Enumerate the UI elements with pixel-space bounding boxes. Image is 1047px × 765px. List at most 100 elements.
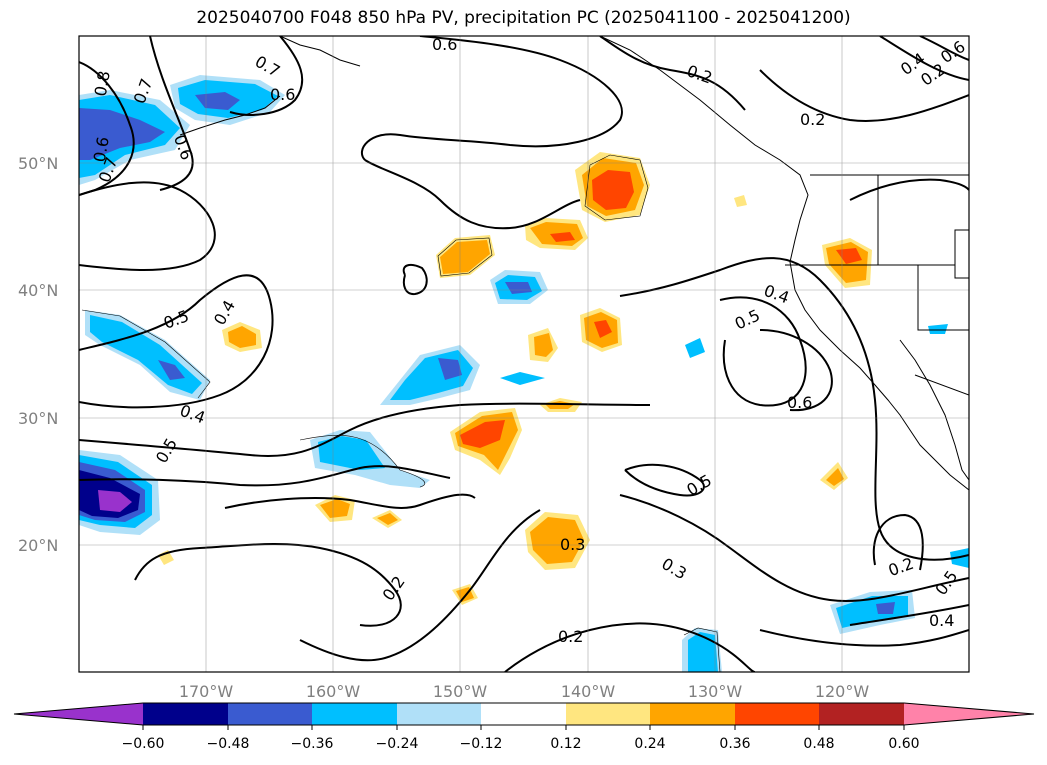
map-content: 0.6 0.7 0.6 0.8 0.7 0.6 0.6 0.7 0.2 0.2 … [79, 36, 969, 672]
contour-line-10 [504, 622, 756, 672]
precip-outline-1 [584, 154, 649, 221]
precip-fill-red-p3 [550, 232, 575, 242]
pv-contours [79, 36, 969, 672]
contour-line-4 [79, 274, 274, 409]
contour-line-15 [872, 513, 924, 571]
contour-line-20 [599, 36, 746, 111]
precip-fill-blue-c4 [500, 372, 545, 385]
precip-fill-orange-p7 [530, 517, 584, 564]
colorbar-tick-label: 0.12 [550, 736, 581, 752]
map-frame [78, 35, 970, 673]
border-us-mexico [914, 374, 969, 396]
lat-labels: 50°N 40°N 30°N 20°N [18, 154, 58, 555]
lon-label: 150°W [433, 682, 488, 701]
contour-label: 0.2 [800, 110, 825, 129]
contour-line-12 [719, 296, 807, 407]
border-state-4 [954, 229, 969, 279]
precip-fill-red-p6 [460, 420, 505, 448]
contour-line-7 [224, 493, 476, 509]
colorbar-tick-label: 0.36 [719, 736, 750, 752]
contour-line-18 [849, 178, 969, 201]
colorbar-segment [735, 703, 819, 725]
contour-label: 0.6 [787, 393, 812, 412]
precip-fill-orange-p2 [440, 240, 490, 274]
contour-label: 0.3 [560, 535, 585, 554]
contour-line-6 [79, 465, 451, 487]
contour-line-14 [619, 257, 969, 561]
colorbar-segment [228, 703, 312, 725]
contour-line-24 [149, 36, 194, 191]
colorbar-tick-label: 0.60 [888, 736, 919, 752]
colorbar-tick-label: −0.48 [207, 736, 250, 752]
precip-fill-mid-nw [79, 108, 165, 160]
contour-line-27 [624, 463, 705, 497]
contour-label: 0.2 [558, 627, 583, 646]
lon-label: 160°W [306, 682, 361, 701]
contour-label: 0.6 [90, 135, 113, 163]
colorbar-tick-labels: −0.60 −0.48 −0.36 −0.24 −0.12 0.12 0.24 … [122, 736, 920, 752]
colorbar-segment [566, 703, 650, 725]
precip-fill-blue-c5 [685, 338, 705, 358]
coastline-ak-islands [179, 95, 281, 136]
lon-labels: 170°W 160°W 150°W 140°W 130°W 120°W [179, 682, 870, 701]
colorbar-tick-label: −0.12 [460, 736, 503, 752]
lat-label: 30°N [18, 409, 58, 428]
precip-fill-blue-c2-inner [318, 436, 385, 470]
precip-fill-purple-w2 [98, 490, 132, 512]
colorbar-segment [397, 703, 481, 725]
colorbar-segment [143, 703, 228, 725]
colorbar-segment [312, 703, 397, 725]
precip-fill-mid-c3 [505, 282, 532, 294]
lon-label: 130°W [688, 682, 743, 701]
colorbar-tick-label: 0.48 [803, 736, 834, 752]
precip-fill-red-p13 [836, 248, 862, 264]
precip-fill-mid-c1 [438, 358, 462, 380]
lat-label: 20°N [18, 536, 58, 555]
contour-line-1 [360, 36, 623, 161]
contour-line-3 [79, 181, 216, 271]
precip-outline-2 [437, 237, 493, 277]
coastline-ak-main [279, 36, 361, 67]
colorbar: −0.60 −0.48 −0.36 −0.24 −0.12 0.12 0.24 … [13, 702, 1035, 752]
map-background [79, 36, 969, 672]
precip-fill-red-p1 [592, 170, 634, 210]
colorbar-segment [904, 703, 1034, 725]
contour-line-25 [229, 36, 304, 116]
coastline-baja [899, 339, 969, 481]
colorbar-tick-marks [142, 725, 905, 730]
gridlines [79, 36, 969, 672]
colorbar-segment [819, 703, 904, 725]
contour-line-19 [759, 69, 969, 122]
colorbar-tick-label: −0.60 [122, 736, 165, 752]
contour-line-5 [79, 402, 651, 457]
precip-fill-orange-p14 [826, 468, 844, 486]
lat-label: 50°N [18, 154, 58, 173]
lon-label: 170°W [179, 682, 234, 701]
colorbar-tick-label: −0.36 [291, 736, 334, 752]
contour-line-9 [299, 509, 541, 662]
colorbar-tick-label: 0.24 [634, 736, 665, 752]
precip-fill-orange-p9 [228, 326, 256, 348]
colorbar-tick-label: −0.24 [376, 736, 419, 752]
colorbar-segment [14, 703, 143, 725]
precip-outline-4 [299, 435, 425, 488]
contour-line-13 [759, 329, 833, 412]
contour-line-11 [619, 494, 969, 602]
contour-line-26 [402, 263, 428, 296]
precip-fills [79, 75, 969, 672]
contour-line-2 [364, 159, 581, 230]
contour-line-23 [79, 61, 135, 196]
lat-label: 40°N [18, 281, 58, 300]
precip-fill-orange-p11 [377, 513, 398, 525]
lon-label: 120°W [815, 682, 870, 701]
precip-fill-mid-w1 [158, 360, 185, 380]
contour-line-16 [849, 604, 969, 626]
precip-fill-blue-c6-inner [688, 632, 718, 672]
contour-label: 0.8 [91, 69, 114, 97]
precip-fill-blue-coast [928, 324, 948, 334]
contour-label: 0.4 [929, 611, 954, 630]
contour-line-8 [134, 542, 402, 627]
contour-line-21 [879, 36, 969, 81]
contour-line-22 [919, 36, 969, 61]
